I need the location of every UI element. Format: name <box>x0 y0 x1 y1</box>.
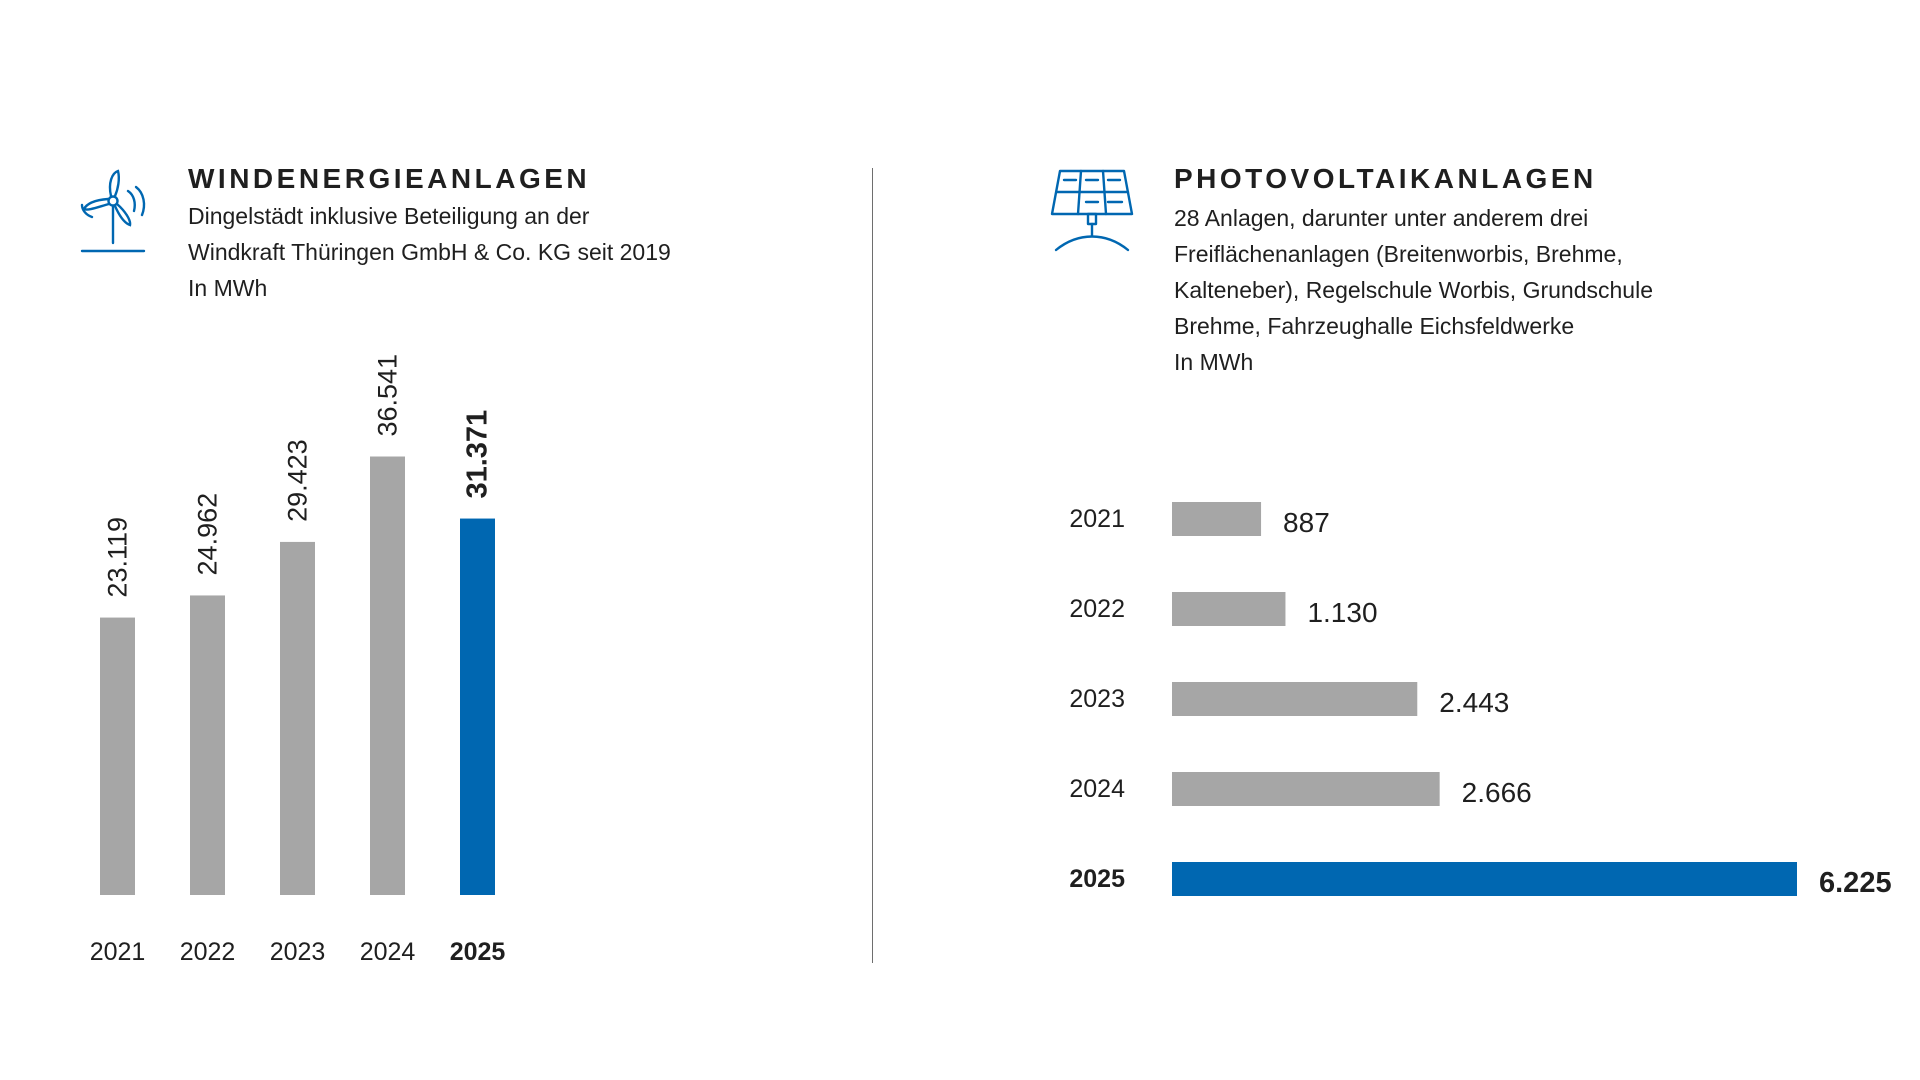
bar-value-label: 887 <box>1283 507 1330 538</box>
panel-divider <box>872 168 873 963</box>
y-tick-label: 2024 <box>1069 775 1125 803</box>
bar-value-label: 36.541 <box>373 354 403 437</box>
bar-2022 <box>1172 592 1286 626</box>
wind-subtitle-line: In MWh <box>188 275 268 301</box>
bar-2023 <box>280 541 315 895</box>
wind-subtitle-line: Dingelstädt inklusive Beteiligung an der <box>188 203 590 229</box>
solar-panel-icon <box>1050 169 1134 252</box>
pv-bar-chart: 2021 887 2022 1.130 2023 2.443 2024 2.666 2025 6.… <box>1069 502 1892 899</box>
wind-turbine-icon <box>80 169 146 253</box>
pv-panel: PHOTOVOLTAIKANLAGEN 28 Anlagen, darunter… <box>875 0 1920 1080</box>
pv-subtitle-line: Brehme, Fahrzeughalle Eichsfeldwerke <box>1174 313 1575 339</box>
bar-2024 <box>370 456 405 895</box>
wind-bar-chart: 23.119 2021 24.962 2022 29.423 2023 36.541 2024… <box>90 354 506 966</box>
x-tick-label: 2025 <box>450 938 506 966</box>
bar-value-label: 24.962 <box>193 493 223 576</box>
bar-2021 <box>1172 502 1262 536</box>
pv-subtitle-line: In MWh <box>1174 349 1254 375</box>
y-tick-label: 2022 <box>1069 595 1125 623</box>
wind-subtitle-line: Windkraft Thüringen GmbH & Co. KG seit 2… <box>188 239 671 265</box>
wind-subtitle: Dingelstädt inklusive Beteiligung an der… <box>188 198 671 306</box>
bar-value-label: 29.423 <box>283 439 313 522</box>
bar-value-label: 2.443 <box>1439 687 1509 718</box>
bar-value-label: 2.666 <box>1462 777 1532 808</box>
y-tick-label: 2025 <box>1069 865 1125 893</box>
bar-2023 <box>1172 682 1418 716</box>
bar-value-label: 6.225 <box>1819 867 1892 899</box>
pv-title: PHOTOVOLTAIKANLAGEN <box>1174 163 1597 194</box>
bar-value-label: 23.119 <box>103 517 133 598</box>
y-tick-label: 2021 <box>1069 505 1125 533</box>
pv-subtitle-line: Kalteneber), Regelschule Worbis, Grundsc… <box>1174 277 1653 303</box>
bar-2024 <box>1172 772 1440 806</box>
pv-subtitle-line: Freiflächenanlagen (Breitenworbis, Brehm… <box>1174 241 1623 267</box>
x-tick-label: 2022 <box>180 938 236 966</box>
bar-value-label: 1.130 <box>1307 597 1377 628</box>
y-tick-label: 2023 <box>1069 685 1125 713</box>
x-tick-label: 2024 <box>360 938 416 966</box>
bar-2025 <box>460 518 495 895</box>
bar-2022 <box>190 595 225 895</box>
pv-subtitle: 28 Anlagen, darunter unter anderem drei … <box>1174 200 1653 380</box>
wind-title: WINDENERGIEANLAGEN <box>188 163 591 194</box>
bar-2025 <box>1172 862 1797 896</box>
wind-panel: WINDENERGIEANLAGEN Dingelstädt inklusive… <box>0 0 870 1080</box>
x-tick-label: 2023 <box>270 938 326 966</box>
bar-value-label: 31.371 <box>462 410 494 499</box>
bar-2021 <box>100 617 135 895</box>
pv-subtitle-line: 28 Anlagen, darunter unter anderem drei <box>1174 205 1589 231</box>
x-tick-label: 2021 <box>90 938 146 966</box>
